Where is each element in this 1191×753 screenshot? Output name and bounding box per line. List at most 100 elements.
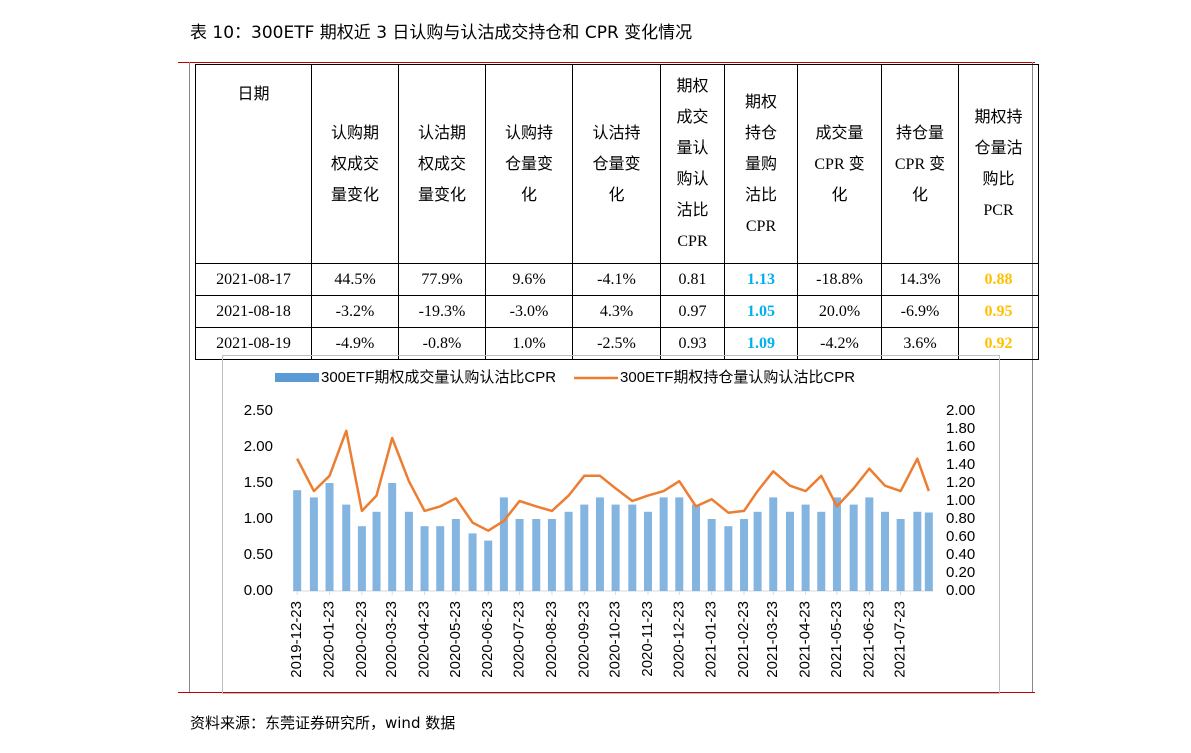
bar <box>817 511 826 591</box>
bar <box>595 497 604 591</box>
legend-swatch <box>275 373 319 382</box>
x-tick-label: 2020-11-23 <box>639 601 656 677</box>
y-tick-label: 2.50 <box>244 402 273 419</box>
y-tick-label: 0.50 <box>244 546 273 563</box>
bar <box>896 519 905 591</box>
table-cell: 4.3% <box>572 295 661 328</box>
bottom-rule <box>178 692 1035 693</box>
bar <box>769 497 778 591</box>
bar <box>659 497 668 591</box>
table-cell: -19.3% <box>398 295 486 328</box>
chart: 0.000.501.001.502.002.500.000.200.400.60… <box>244 368 975 678</box>
header-cell: 认沽期权成交量变化 <box>398 64 486 264</box>
bar <box>865 497 874 591</box>
table-cell: 3.6% <box>881 327 959 360</box>
table-cell: -4.2% <box>797 327 882 360</box>
bar <box>372 511 381 591</box>
bar <box>913 511 922 591</box>
x-tick-label: 2020-04-23 <box>416 601 433 678</box>
bar <box>420 526 429 591</box>
bar <box>611 504 620 591</box>
header-cell: 认沽持仓量变化 <box>572 64 661 264</box>
x-tick-label: 2020-06-23 <box>479 601 496 678</box>
table-cell: 1.09 <box>724 327 798 360</box>
bar <box>580 504 589 591</box>
bar <box>740 519 749 591</box>
bar <box>293 490 302 591</box>
table-cell: 44.5% <box>311 263 399 296</box>
table-cell: 77.9% <box>398 263 486 296</box>
table-cell: 0.95 <box>958 295 1039 328</box>
table-cell: -4.1% <box>572 263 661 296</box>
top-rule <box>178 62 1035 63</box>
bar <box>707 519 716 591</box>
bar <box>532 519 541 591</box>
bar <box>692 504 701 591</box>
y2-tick-label: 0.60 <box>946 528 975 545</box>
data-table: 日期 认购期权成交量变化 认沽期权成交量变化 认购持仓量变化 认沽持仓量变化 期权成交量认… <box>195 64 1039 360</box>
table-cell: -3.2% <box>311 295 399 328</box>
table-cell: 1.0% <box>485 327 573 360</box>
table-cell: 2021-08-17 <box>195 263 312 296</box>
x-tick-label: 2020-05-23 <box>447 601 464 678</box>
y-tick-label: 1.50 <box>244 474 273 491</box>
bar <box>753 511 762 591</box>
x-tick-label: 2020-12-23 <box>670 601 687 678</box>
y2-tick-label: 1.60 <box>946 438 975 455</box>
bar <box>357 526 366 591</box>
bar <box>484 540 493 591</box>
bar <box>724 526 733 591</box>
x-tick-label: 2019-12-23 <box>288 601 305 678</box>
bar <box>547 519 556 591</box>
table-cell: -3.0% <box>485 295 573 328</box>
y2-tick-label: 1.40 <box>946 456 975 473</box>
bar <box>388 483 397 591</box>
x-tick-label: 2021-07-23 <box>892 601 909 678</box>
bar <box>342 504 351 591</box>
y2-tick-label: 0.20 <box>946 564 975 581</box>
bar <box>564 511 573 591</box>
table-cell: 1.13 <box>724 263 798 296</box>
bar <box>924 512 933 591</box>
x-tick-label: 2021-02-23 <box>735 601 752 678</box>
y2-tick-label: 1.80 <box>946 420 975 437</box>
y-tick-label: 0.00 <box>244 582 273 599</box>
y2-tick-label: 0.80 <box>946 510 975 527</box>
x-tick-label: 2021-01-23 <box>703 601 720 678</box>
y2-tick-label: 2.00 <box>946 402 975 419</box>
header-cell: 持仓量 CPR 变化 <box>881 64 959 264</box>
table-cell: -0.8% <box>398 327 486 360</box>
header-cell: 期权持仓量购沽比CPR <box>724 64 798 264</box>
x-tick-label: 2021-06-23 <box>860 601 877 678</box>
header-cell: 成交量 CPR 变化 <box>797 64 882 264</box>
x-tick-label: 2020-09-23 <box>575 601 592 678</box>
x-tick-label: 2021-04-23 <box>797 601 814 678</box>
table-cell: -6.9% <box>881 295 959 328</box>
bar <box>643 511 652 591</box>
table-cell: 1.05 <box>724 295 798 328</box>
legend-label: 300ETF期权成交量认购认沽比CPR <box>321 368 556 386</box>
header-cell: 期权成交量认购认沽比CPR <box>660 64 725 264</box>
bar <box>451 519 460 591</box>
bar <box>309 497 318 591</box>
bar <box>785 511 794 591</box>
bar <box>849 504 858 591</box>
table-row: 2021-08-18 -3.2% -19.3% -3.0% 4.3% 0.97 1.05 20… <box>195 295 1039 328</box>
y2-tick-label: 1.00 <box>946 492 975 509</box>
table-cell: 20.0% <box>797 295 882 328</box>
bar <box>325 483 334 591</box>
x-tick-label: 2021-03-23 <box>764 601 781 678</box>
bar <box>801 504 810 591</box>
x-tick-label: 2020-08-23 <box>543 601 560 678</box>
frame-right <box>1032 62 1033 692</box>
table-cell: 2021-08-18 <box>195 295 312 328</box>
table-cell: -4.9% <box>311 327 399 360</box>
bar <box>468 533 477 591</box>
bar <box>880 511 889 591</box>
x-tick-label: 2020-10-23 <box>607 601 624 678</box>
bar <box>832 497 841 591</box>
y2-tick-label: 0.40 <box>946 546 975 563</box>
header-cell: 期权持仓量沽购比PCR <box>958 64 1039 264</box>
bar <box>436 526 445 591</box>
x-tick-label: 2020-03-23 <box>383 601 400 678</box>
